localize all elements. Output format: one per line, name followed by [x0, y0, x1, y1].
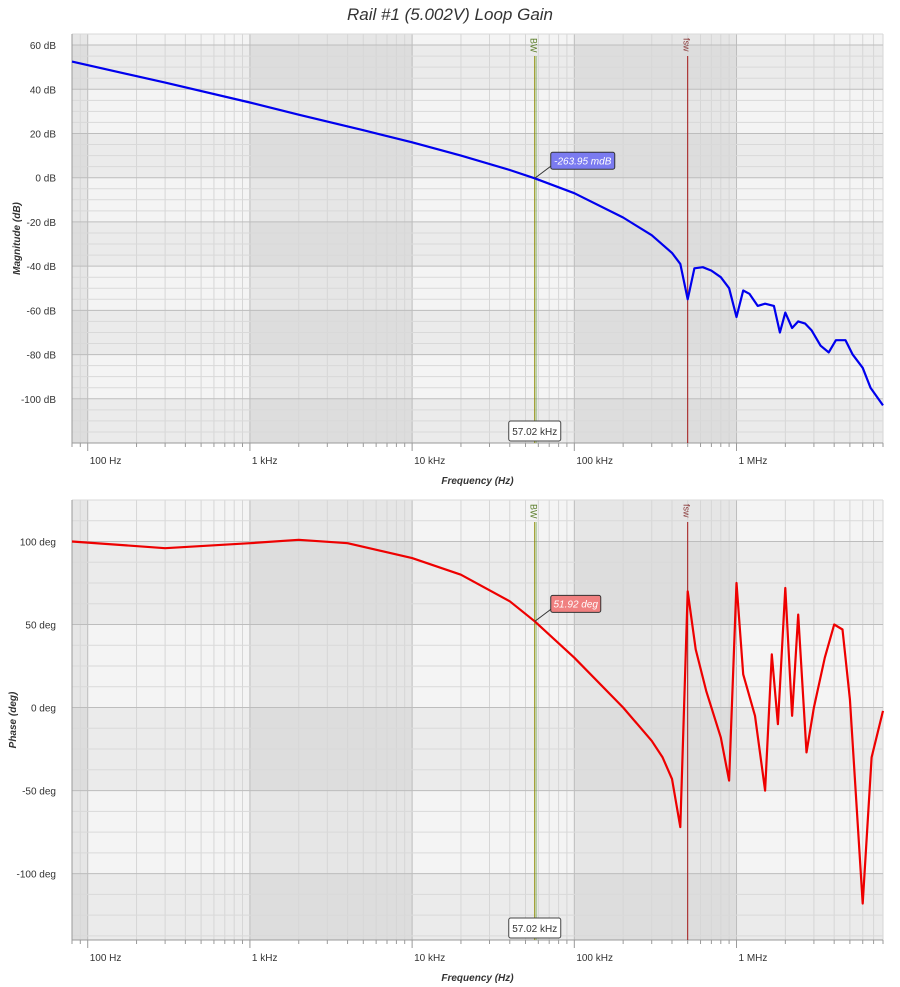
crossover-frequency-label: 57.02 kHz [512, 427, 557, 438]
crossover-frequency-box [508, 420, 562, 442]
y-tick-label: 0 dB [35, 174, 56, 185]
y-axis-title: Phase (deg) [8, 691, 19, 748]
x-tick-label: 100 kHz [576, 456, 613, 467]
y-tick-label: -100 dB [21, 395, 56, 406]
decade-band [249, 34, 413, 443]
x-tick-label: 10 kHz [414, 953, 445, 964]
magnitude-series-line [71, 60, 884, 407]
y-tick-label: -40 dB [27, 262, 57, 273]
x-axis-title: Frequency (Hz) [441, 973, 514, 984]
plot-background [72, 34, 883, 443]
y-tick-label: 50 deg [25, 621, 56, 632]
x-tick-label: 1 MHz [739, 953, 768, 964]
x-tick-label: 100 kHz [576, 953, 613, 964]
tooltip-pointer [534, 608, 552, 622]
y-tick-label: 20 dB [30, 129, 56, 140]
row-band [72, 874, 883, 940]
magnitude-panel: 100 Hz 1 kHz 10 kHz 100 kHz 1 MHz 60 dB 40 dB 2… [12, 33, 884, 487]
value-tooltip-text: -263.95 mdB [554, 156, 612, 167]
crossover-frequency-label: 57.02 kHz [512, 924, 557, 935]
x-tick-label: 1 MHz [739, 456, 768, 467]
chart-title: Rail #1 (5.002V) Loop Gain [346, 5, 554, 24]
fsw-marker-label: fsw [682, 504, 692, 518]
value-tooltip-box [550, 151, 616, 170]
bw-marker-label: BW [529, 504, 539, 519]
fsw-marker-label: fsw [682, 38, 692, 52]
tooltip-pointer [534, 165, 552, 179]
y-tick-label: -100 deg [17, 870, 56, 881]
x-tick-label: 100 Hz [90, 953, 122, 964]
bw-marker-label: BW [529, 38, 539, 53]
y-tick-label: 60 dB [30, 41, 56, 52]
decade-band [574, 500, 737, 940]
y-tick-label: -50 deg [22, 787, 56, 798]
crossover-frequency-box [508, 917, 562, 939]
y-tick-label: -60 dB [27, 306, 57, 317]
x-tick-label: 100 Hz [90, 456, 122, 467]
decade-band [249, 500, 413, 940]
x-tick-label: 1 kHz [252, 953, 278, 964]
phase-panel: 100 Hz 1 kHz 10 kHz 100 kHz 1 MHz 100 deg 50 d… [8, 499, 885, 984]
plot-background [72, 500, 883, 940]
y-tick-label: -20 dB [27, 218, 57, 229]
x-tick-label: 1 kHz [252, 456, 278, 467]
value-tooltip-box [550, 594, 602, 613]
value-tooltip-text: 51.92 deg [553, 599, 598, 610]
phase-series-line [71, 538, 885, 905]
y-tick-label: -80 dB [27, 351, 57, 362]
x-axis-title: Frequency (Hz) [441, 476, 514, 487]
y-tick-label: 0 deg [31, 704, 56, 715]
y-tick-label: 100 deg [20, 538, 56, 549]
y-axis-title: Magnitude (dB) [12, 201, 23, 274]
x-tick-label: 10 kHz [414, 456, 445, 467]
y-tick-label: 40 dB [30, 85, 56, 96]
